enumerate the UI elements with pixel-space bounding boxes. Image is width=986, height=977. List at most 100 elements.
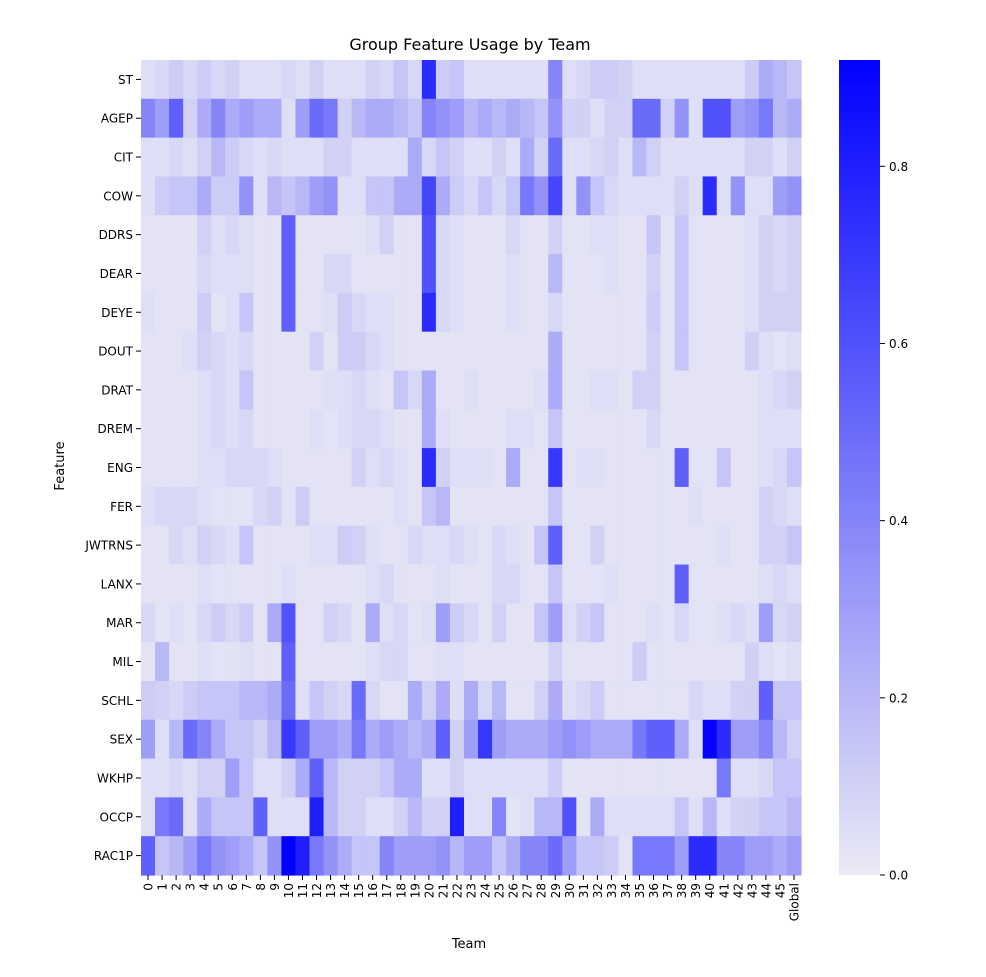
- heatmap-cell: [310, 293, 325, 332]
- heatmap-cell: [267, 138, 282, 177]
- x-tick-label: 3: [184, 883, 198, 891]
- heatmap-cell: [647, 526, 662, 565]
- heatmap-cell: [548, 215, 563, 254]
- heatmap-cell: [422, 797, 437, 836]
- heatmap-cell: [647, 642, 662, 681]
- heatmap-cell: [464, 603, 479, 642]
- heatmap-cell: [436, 759, 451, 798]
- heatmap-cell: [534, 759, 549, 798]
- heatmap-cell: [225, 215, 240, 254]
- heatmap-cell: [310, 836, 325, 875]
- heatmap-cell: [380, 797, 395, 836]
- heatmap-cell: [155, 836, 170, 875]
- heatmap-cell: [324, 293, 339, 332]
- heatmap-cell: [759, 797, 774, 836]
- heatmap-cell: [295, 759, 310, 798]
- heatmap-cell: [366, 176, 381, 215]
- heatmap-cell: [169, 176, 184, 215]
- heatmap-cell: [548, 603, 563, 642]
- heatmap-cell: [225, 370, 240, 409]
- heatmap-cell: [618, 370, 633, 409]
- heatmap-cell: [492, 797, 507, 836]
- heatmap-cell: [394, 293, 409, 332]
- heatmap-cell: [211, 138, 226, 177]
- heatmap-cell: [647, 176, 662, 215]
- heatmap-cell: [366, 603, 381, 642]
- heatmap-cell: [689, 681, 704, 720]
- heatmap-cell: [141, 370, 156, 409]
- heatmap-cell: [675, 759, 690, 798]
- heatmap-cell: [717, 720, 732, 759]
- heatmap-cell: [253, 797, 268, 836]
- heatmap-cell: [281, 215, 296, 254]
- y-axis-ticks: ST AGEP CIT COW DDRS DEAR DEYE DOUT DRAT DREM ENG F…: [84, 73, 141, 863]
- heatmap-cell: [478, 332, 493, 371]
- x-tick-label: 15: [352, 883, 366, 898]
- heatmap-cell: [745, 370, 760, 409]
- heatmap-cell: [436, 138, 451, 177]
- heatmap-cell: [310, 60, 325, 99]
- heatmap-cell: [604, 215, 619, 254]
- heatmap-cell: [590, 370, 605, 409]
- heatmap-cell: [689, 332, 704, 371]
- heatmap-cell: [267, 448, 282, 487]
- heatmap-cell: [211, 759, 226, 798]
- heatmap-cell: [703, 487, 718, 526]
- heatmap-cell: [239, 138, 254, 177]
- heatmap-cell: [338, 254, 353, 293]
- heatmap-cell: [689, 720, 704, 759]
- heatmap-cell: [647, 681, 662, 720]
- heatmap-cell: [618, 293, 633, 332]
- heatmap-cell: [253, 448, 268, 487]
- heatmap-cell: [422, 215, 437, 254]
- heatmap-cell: [422, 176, 437, 215]
- heatmap-cell: [632, 720, 647, 759]
- heatmap-cell: [211, 370, 226, 409]
- heatmap-cell: [408, 642, 423, 681]
- heatmap-cell: [632, 60, 647, 99]
- y-tick-label: MIL: [112, 655, 133, 669]
- heatmap-cell: [717, 448, 732, 487]
- heatmap-cell: [281, 526, 296, 565]
- heatmap-cell: [520, 759, 535, 798]
- heatmap-cell: [661, 487, 676, 526]
- heatmap-cell: [731, 448, 746, 487]
- heatmap-cell: [506, 332, 521, 371]
- heatmap-cell: [787, 642, 802, 681]
- heatmap-cell: [520, 176, 535, 215]
- heatmap-cell: [520, 138, 535, 177]
- heatmap-cell: [562, 759, 577, 798]
- heatmap-cell: [689, 759, 704, 798]
- heatmap-cell: [520, 215, 535, 254]
- heatmap-cell: [141, 526, 156, 565]
- heatmap-cell: [703, 409, 718, 448]
- heatmap-cell: [422, 409, 437, 448]
- heatmap-cell: [267, 565, 282, 604]
- heatmap-cell: [562, 99, 577, 138]
- heatmap-cell: [197, 60, 212, 99]
- heatmap-cell: [590, 836, 605, 875]
- heatmap-cell: [576, 487, 591, 526]
- heatmap-cell: [324, 487, 339, 526]
- heatmap-cell: [253, 176, 268, 215]
- heatmap-cell: [675, 448, 690, 487]
- heatmap-cell: [338, 215, 353, 254]
- heatmap-cell: [253, 99, 268, 138]
- heatmap-cell: [267, 836, 282, 875]
- heatmap-cell: [745, 487, 760, 526]
- heatmap-cell: [647, 409, 662, 448]
- heatmap-cell: [436, 293, 451, 332]
- heatmap-cell: [731, 99, 746, 138]
- heatmap-cell: [787, 603, 802, 642]
- heatmap-cell: [281, 448, 296, 487]
- x-tick-label: 40: [703, 883, 717, 898]
- heatmap-cell: [239, 99, 254, 138]
- heatmap-cell: [520, 836, 535, 875]
- heatmap-cell: [253, 138, 268, 177]
- heatmap-cell: [492, 526, 507, 565]
- heatmap-cell: [618, 448, 633, 487]
- heatmap-cell: [590, 448, 605, 487]
- heatmap-cell: [562, 138, 577, 177]
- heatmap-cell: [717, 370, 732, 409]
- heatmap-cell: [647, 99, 662, 138]
